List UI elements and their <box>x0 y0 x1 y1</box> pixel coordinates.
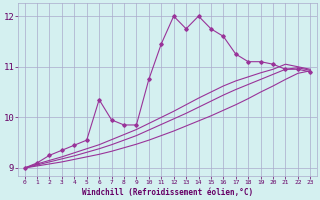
X-axis label: Windchill (Refroidissement éolien,°C): Windchill (Refroidissement éolien,°C) <box>82 188 253 197</box>
